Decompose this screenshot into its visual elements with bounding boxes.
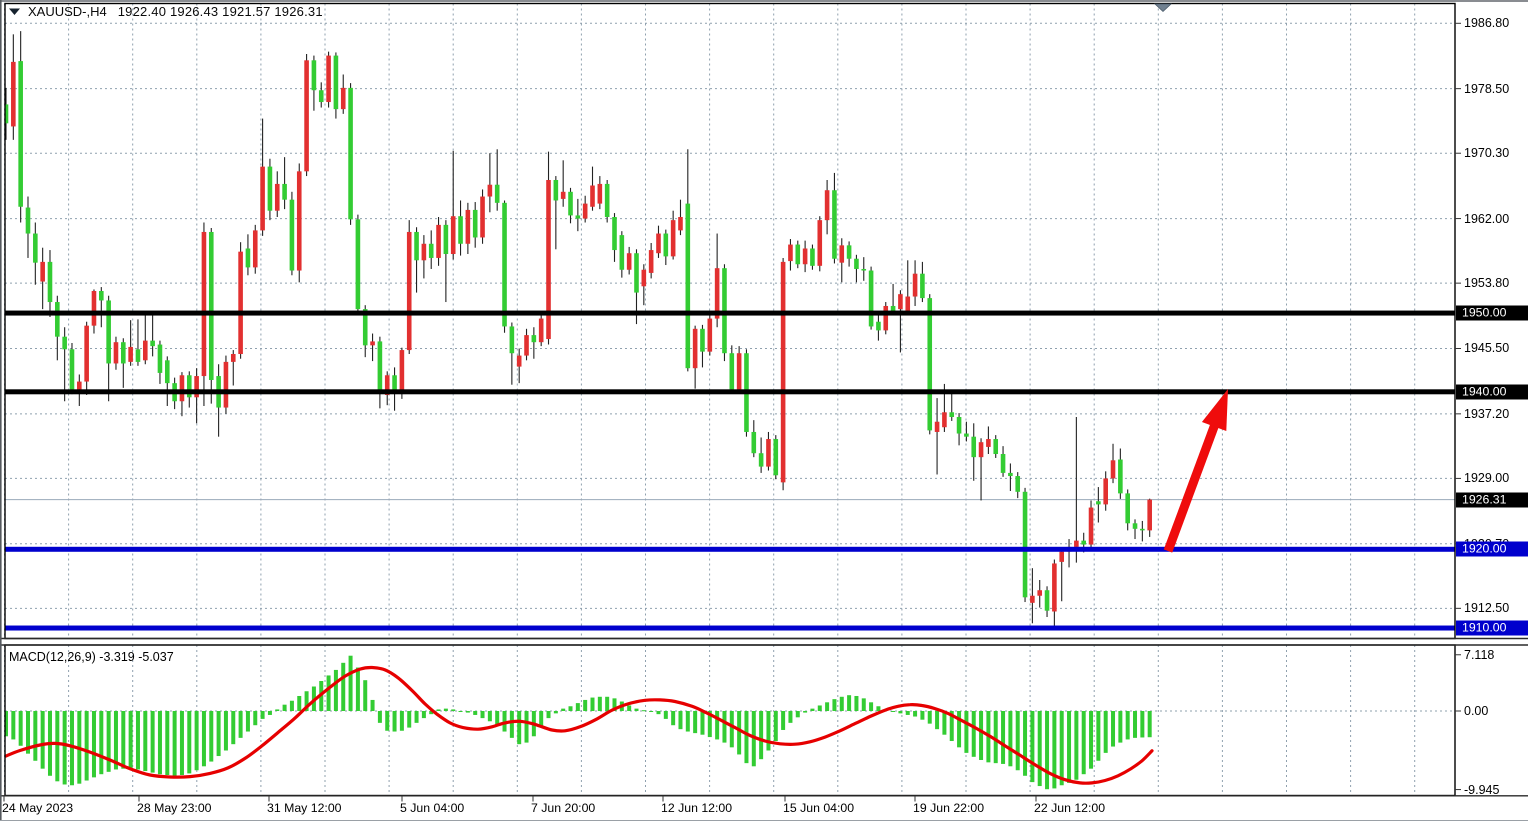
price-axis-label-1937.20: 1937.20 <box>1464 406 1510 421</box>
symbol-collapse-icon[interactable] <box>8 7 21 16</box>
symbol-period-label: XAUUSD-,H4 <box>28 4 107 19</box>
time-axis-label-31-May-12-00: 31 May 12:00 <box>267 801 342 815</box>
chart-legend: XAUUSD-,H4 1922.40 1926.43 1921.57 1926.… <box>8 4 323 19</box>
time-axis-label-12-Jun-12-00: 12 Jun 12:00 <box>661 801 733 815</box>
level-line-1940[interactable] <box>5 389 1455 395</box>
level-label-1920: 1920.00 <box>1456 541 1528 557</box>
trend-arrow-head[interactable] <box>1201 389 1228 432</box>
price-axis-label-1945.50: 1945.50 <box>1464 341 1510 356</box>
price-axis-label-1986.80: 1986.80 <box>1464 16 1510 31</box>
level-label-1910: 1910.00 <box>1456 620 1528 636</box>
level-line-1950[interactable] <box>5 310 1455 316</box>
time-axis-label-7-Jun-20-00: 7 Jun 20:00 <box>531 801 596 815</box>
trend-arrow-shaft[interactable] <box>1163 419 1221 553</box>
time-axis-label-5-Jun-04-00: 5 Jun 04:00 <box>400 801 465 815</box>
axis-ticks <box>3 22 1461 802</box>
time-axis-label-15-Jun-04-00: 15 Jun 04:00 <box>783 801 855 815</box>
level-label-1950: 1950.00 <box>1456 305 1528 321</box>
price-axis-label-1912.50: 1912.50 <box>1464 601 1510 616</box>
current-price-label: 1926.31 <box>1456 492 1528 508</box>
level-line-1910[interactable] <box>5 625 1455 631</box>
level-line-1920[interactable] <box>5 546 1455 552</box>
time-axis-label-28-May-23-00: 28 May 23:00 <box>137 801 212 815</box>
price-axis-label-1962.00: 1962.00 <box>1464 211 1510 226</box>
price-axis-label-1978.50: 1978.50 <box>1464 81 1510 96</box>
scroll-marker-icon[interactable] <box>1153 3 1173 13</box>
price-axis-label-1929.00: 1929.00 <box>1464 471 1510 486</box>
level-label-1940: 1940.00 <box>1456 384 1528 400</box>
macd-signal-line <box>5 665 1154 785</box>
price-axis-label-1970.30: 1970.30 <box>1464 146 1510 161</box>
price-axis-label-1953.80: 1953.80 <box>1464 276 1510 291</box>
time-axis-label-24-May-2023: 24 May 2023 <box>2 801 74 815</box>
ohlc-values: 1922.40 1926.43 1921.57 1926.31 <box>117 4 323 19</box>
macd-axis-label--9.945: -9.945 <box>1464 782 1500 797</box>
time-axis-label-22-Jun-12-00: 22 Jun 12:00 <box>1034 801 1106 815</box>
macd-indicator-label: MACD(12,26,9) -3.319 -5.037 <box>9 650 174 664</box>
macd-axis-label-0.00: 0.00 <box>1464 704 1489 718</box>
horizontal-level-lines[interactable] <box>5 310 1455 631</box>
macd-axis-label-7.118: 7.118 <box>1464 647 1495 662</box>
time-axis-label-19-Jun-22-00: 19 Jun 22:00 <box>913 801 985 815</box>
